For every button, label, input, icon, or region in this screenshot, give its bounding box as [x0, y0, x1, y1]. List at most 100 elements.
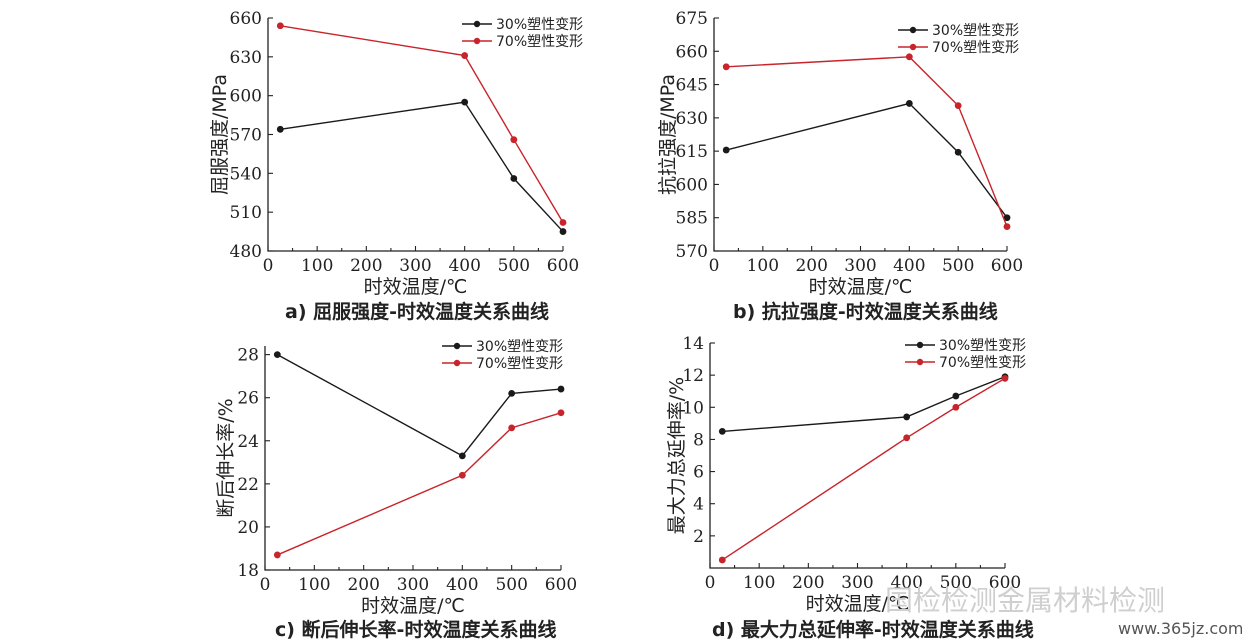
data-point	[1001, 374, 1009, 382]
watermark: 国检检测金属材料检测 www.365jz.com	[885, 584, 1242, 638]
series-line	[722, 376, 1006, 433]
series-line	[721, 377, 1006, 561]
data-point	[559, 228, 567, 235]
chart-panel-a: 0 100 200 300 400 500 600 480 510 540 570 600 630 660…	[209, 9, 583, 323]
chart-caption: c) 断后伸长率-时效温度关系曲线	[275, 618, 556, 641]
data-point	[461, 52, 469, 59]
x-tick-label: 200	[795, 256, 827, 276]
x-tick-label: 0	[705, 573, 716, 593]
y-axis-title: 断后伸长率/%	[215, 398, 237, 517]
legend-label: 70%塑性变形	[939, 355, 1026, 371]
y-tick-label: 20	[237, 518, 259, 538]
y-tick-label: 14	[682, 334, 704, 354]
x-tick-label: 500	[940, 573, 972, 593]
legend-marker	[909, 43, 917, 51]
data-point	[718, 427, 726, 435]
series-line	[280, 25, 564, 223]
data-point	[276, 22, 284, 30]
y-tick-label: 660	[676, 42, 708, 62]
x-tick-label: 400	[890, 573, 922, 593]
chart-panel-c: 0 100 200 300 400 500 600 18 20 22 24 26 28 时效温度/℃ 断后伸…	[215, 339, 577, 641]
legend-label: 30%塑性变形	[932, 23, 1019, 39]
axis-lines	[709, 343, 1005, 569]
y-tick-label: 645	[676, 76, 708, 96]
y-tick-label: 570	[230, 126, 262, 146]
x-tick-label: 300	[399, 256, 431, 276]
legend-label: 70%塑性变形	[932, 40, 1019, 56]
chart-caption: a) 屈服强度-时效温度关系曲线	[285, 300, 549, 323]
data-point	[722, 63, 730, 71]
y-tick-label: 540	[230, 164, 262, 184]
x-tick-label: 400	[893, 256, 925, 276]
data-point	[557, 409, 565, 417]
series-line	[280, 101, 564, 233]
x-tick-label: 600	[545, 575, 577, 595]
data-point	[1003, 214, 1011, 222]
y-tick-label: 480	[230, 242, 262, 262]
y-tick-label: 24	[237, 432, 259, 452]
y-axis-title: 最大力总延伸率/%	[666, 377, 688, 534]
legend-marker	[909, 26, 917, 34]
x-tick-label: 500	[942, 256, 974, 276]
series-line	[726, 56, 1008, 227]
chart-caption: b) 抗拉强度-时效温度关系曲线	[733, 300, 998, 323]
axis-lines	[267, 18, 563, 252]
data-point	[458, 452, 466, 460]
y-tick-label: 600	[676, 175, 708, 195]
legend-label: 70%塑性变形	[476, 356, 563, 372]
chart-panel-b: 0 100 200 300 400 500 600 570 585 600 615 630 645 660…	[657, 9, 1023, 323]
x-tick-label: 0	[709, 256, 720, 276]
watermark-url: www.365jz.com	[1118, 619, 1242, 638]
x-tick-label: 300	[844, 256, 876, 276]
data-point	[1003, 223, 1011, 230]
x-tick-label: 400	[446, 575, 478, 595]
legend-label: 30%塑性变形	[476, 339, 563, 355]
axis-lines	[264, 346, 561, 571]
y-tick-label: 26	[237, 389, 259, 409]
x-tick-label: 400	[448, 256, 480, 276]
x-tick-label: 600	[991, 256, 1023, 276]
data-point	[461, 98, 469, 106]
x-tick-label: 300	[841, 573, 873, 593]
y-tick-label: 615	[676, 142, 708, 162]
x-tick-label: 500	[498, 256, 530, 276]
data-point	[905, 53, 913, 61]
data-point	[273, 351, 281, 359]
x-axis-title: 时效温度/℃	[806, 593, 910, 615]
y-axis-title: 屈服强度/MPa	[209, 74, 231, 195]
chart-panel-d: 0 100 200 300 400 500 600 2 4 6 8 10 12 14 时效温度/℃ 最大力总延…	[666, 334, 1034, 641]
data-point	[557, 385, 565, 393]
x-tick-label: 0	[263, 256, 274, 276]
x-tick-label: 100	[747, 256, 779, 276]
charts-layer: 0 100 200 300 400 500 600480510540570600630660…	[209, 9, 1034, 641]
x-axis-title: 时效温度/℃	[809, 276, 913, 298]
y-tick-label: 2	[693, 527, 704, 547]
data-point	[718, 556, 726, 564]
y-tick-label: 660	[230, 9, 262, 29]
y-tick-label: 675	[676, 9, 708, 29]
y-axis-title: 抗拉强度/MPa	[657, 74, 679, 195]
legend-label: 70%塑性变形	[496, 34, 583, 50]
legend-marker	[473, 37, 481, 45]
chart-caption: d) 最大力总延伸率-时效温度关系曲线	[712, 618, 1034, 641]
data-point	[903, 434, 911, 442]
legend-marker	[916, 358, 924, 366]
data-point	[559, 219, 567, 226]
data-point	[905, 100, 913, 107]
data-point	[276, 125, 284, 133]
x-tick-label: 500	[495, 575, 527, 595]
data-point	[954, 102, 962, 110]
legend-marker	[916, 341, 924, 349]
y-tick-label: 630	[230, 48, 262, 68]
data-point	[273, 551, 281, 559]
series-line	[726, 102, 1008, 219]
legend-label: 30%塑性变形	[496, 17, 583, 33]
x-tick-label: 200	[347, 575, 379, 595]
data-point	[508, 424, 516, 432]
y-tick-label: 8	[693, 430, 704, 450]
legend-marker	[453, 359, 461, 367]
y-tick-label: 4	[693, 495, 704, 515]
data-point	[952, 403, 960, 411]
data-point	[952, 392, 960, 400]
